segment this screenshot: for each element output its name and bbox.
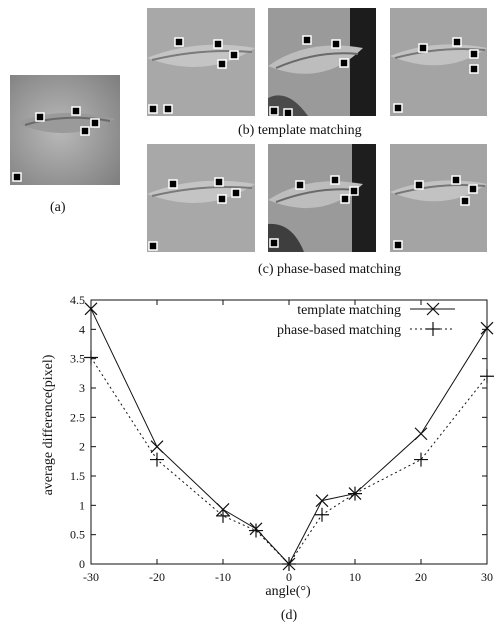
y-tick-label: 3 bbox=[79, 381, 85, 395]
data-point-phase-based-matching bbox=[282, 557, 296, 571]
series-line-phase-based-matching bbox=[90, 357, 488, 565]
y-tick-label: 2 bbox=[79, 440, 85, 454]
y-axis-label: average difference(pixel) bbox=[41, 354, 56, 495]
caption-b: (b) template matching bbox=[238, 123, 362, 138]
y-tick-label: 0.5 bbox=[70, 528, 85, 542]
legend-label: template matching bbox=[297, 303, 401, 318]
caption-d: (d) bbox=[281, 608, 298, 623]
y-tick-label: 0 bbox=[79, 557, 85, 571]
data-point-phase-based-matching bbox=[414, 452, 428, 467]
caption-c: (c) phase-based matching bbox=[258, 262, 402, 277]
legend-marker bbox=[426, 302, 440, 316]
data-point-phase-based-matching bbox=[315, 507, 329, 522]
panel-c1-image bbox=[147, 144, 255, 252]
legend-marker bbox=[426, 322, 440, 336]
data-point-phase-based-matching bbox=[249, 523, 263, 538]
panel-c3-image bbox=[390, 144, 487, 252]
legend-label: phase-based matching bbox=[277, 323, 401, 338]
y-tick-label: 4.5 bbox=[70, 293, 85, 307]
y-tick-label: 1 bbox=[79, 498, 85, 512]
x-axis-label: angle(°) bbox=[265, 584, 311, 599]
data-point-template-matching bbox=[84, 302, 98, 316]
panel-b3-image bbox=[390, 8, 487, 116]
y-tick-label: 1.5 bbox=[70, 469, 85, 483]
y-tick-label: 2.5 bbox=[70, 410, 85, 424]
panel-b2-image bbox=[268, 8, 376, 116]
panel-c2-image bbox=[268, 144, 376, 252]
panel-b1-image bbox=[147, 8, 255, 116]
data-point-template-matching bbox=[414, 427, 428, 441]
data-point-phase-based-matching bbox=[84, 350, 98, 365]
data-point-phase-based-matching bbox=[150, 452, 164, 467]
x-tick-label: 10 bbox=[349, 570, 361, 584]
data-point-template-matching bbox=[480, 321, 494, 335]
x-tick-label: -20 bbox=[149, 570, 165, 584]
caption-a: (a) bbox=[50, 200, 66, 215]
x-tick-label: -10 bbox=[215, 570, 231, 584]
data-point-phase-based-matching bbox=[348, 486, 362, 501]
x-tick-label: 0 bbox=[286, 570, 292, 584]
difference-line-chart: -30 -20 -10 0 10 20 30 0 0.5 1 1.5 2 2.5 3 3.5 4 4.5 tem… bbox=[41, 293, 494, 623]
y-tick-label: 4 bbox=[79, 322, 85, 336]
x-tick-label: 30 bbox=[481, 570, 493, 584]
data-point-template-matching bbox=[150, 440, 164, 454]
y-tick-label: 3.5 bbox=[70, 352, 85, 366]
x-tick-label: -30 bbox=[83, 570, 99, 584]
data-point-phase-based-matching bbox=[480, 369, 494, 384]
panel-a-image bbox=[10, 75, 120, 185]
series-line-template-matching bbox=[90, 308, 488, 565]
x-tick-label: 20 bbox=[415, 570, 427, 584]
data-point-phase-based-matching bbox=[216, 508, 230, 523]
data-point-template-matching bbox=[315, 494, 329, 508]
